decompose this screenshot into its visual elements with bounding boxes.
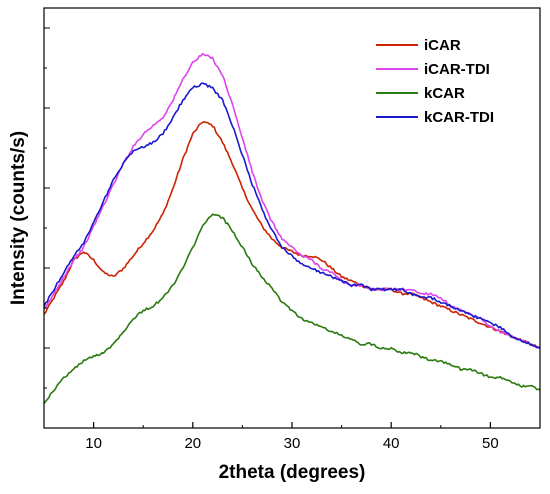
series-line-kCAR-TDI xyxy=(43,82,541,349)
ticks-layer: 10 20 30 40 50 xyxy=(43,27,541,452)
series-line-iCAR-TDI xyxy=(43,52,541,349)
x-tick-label: 20 xyxy=(184,435,201,452)
y-axis-label: Intensity (counts/s) xyxy=(8,131,29,305)
x-tick-label: 10 xyxy=(85,435,102,452)
x-axis-label: 2theta (degrees) xyxy=(219,462,366,483)
legend: iCAR iCAR-TDI kCAR kCAR-TDI xyxy=(376,37,494,126)
legend-label-kCAR-TDI: kCAR-TDI xyxy=(424,109,494,126)
legend-label-kCAR: kCAR xyxy=(424,85,465,102)
x-tick-label: 50 xyxy=(482,435,499,452)
series-layer xyxy=(43,52,541,405)
series-line-iCAR xyxy=(43,121,541,349)
legend-label-iCAR: iCAR xyxy=(424,37,461,54)
legend-label-iCAR-TDI: iCAR-TDI xyxy=(424,61,490,78)
x-tick-label: 40 xyxy=(383,435,400,452)
x-tick-label: 30 xyxy=(284,435,301,452)
series-line-kCAR xyxy=(43,213,541,405)
